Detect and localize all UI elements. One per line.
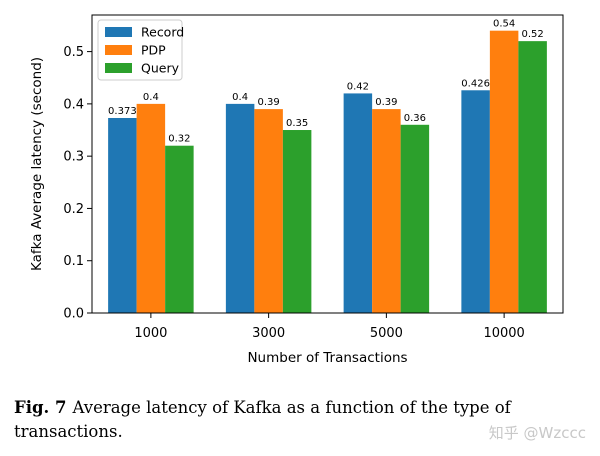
y-tick-label: 0.0 — [63, 307, 84, 322]
x-tick-label: 5000 — [370, 326, 403, 341]
legend-label-record: Record — [141, 25, 184, 40]
bar-pdp-3000 — [254, 109, 283, 314]
data-label-pdp-5000: 0.39 — [375, 97, 397, 108]
data-label-query-5000: 0.36 — [404, 113, 426, 124]
bar-query-1000 — [165, 145, 194, 313]
bar-pdp-1000 — [136, 103, 166, 313]
bar-record-3000 — [225, 103, 255, 313]
bar-pdp-5000 — [372, 109, 401, 314]
caption-text: Average latency of Kafka as a function o… — [14, 398, 511, 441]
legend: Record PDP Query — [97, 19, 184, 81]
y-axis-ticks: 0.0 0.1 0.2 0.3 0.4 0.5 — [63, 45, 92, 322]
x-tick-label: 3000 — [252, 326, 285, 341]
x-axis-ticks: 1000 3000 5000 10000 — [134, 313, 525, 341]
data-label-record-1000: 0.373 — [108, 106, 137, 117]
caption-number: Fig. 7 — [14, 398, 67, 417]
x-tick-label: 1000 — [134, 326, 167, 341]
y-tick-label: 0.3 — [63, 150, 84, 165]
figure-caption: Fig. 7 Average latency of Kafka as a func… — [14, 396, 590, 444]
data-label-pdp-10000: 0.54 — [493, 19, 515, 30]
data-label-query-1000: 0.32 — [168, 134, 190, 145]
legend-swatch-record — [105, 27, 132, 37]
data-label-record-3000: 0.4 — [232, 92, 248, 103]
data-label-pdp-3000: 0.39 — [257, 97, 279, 108]
x-axis-label: Number of Transactions — [247, 350, 407, 366]
y-tick-label: 0.4 — [63, 97, 84, 112]
data-label-pdp-1000: 0.4 — [143, 92, 159, 103]
bar-query-5000 — [400, 124, 430, 313]
bar-record-1000 — [108, 117, 137, 313]
bars-layer — [108, 30, 547, 314]
legend-swatch-pdp — [105, 45, 132, 55]
bar-record-5000 — [343, 93, 373, 313]
legend-swatch-query — [105, 63, 132, 73]
bar-query-10000 — [518, 41, 547, 313]
data-labels-layer: 0.373 0.4 0.42 0.426 0.4 0.39 0.39 0.54 0.32 0.35… — [108, 19, 544, 145]
y-tick-label: 0.2 — [63, 202, 84, 217]
data-label-record-10000: 0.426 — [461, 78, 490, 89]
x-tick-label: 10000 — [483, 326, 524, 341]
data-label-query-10000: 0.52 — [521, 29, 543, 40]
watermark: 知乎 @Wzccc — [488, 424, 586, 442]
y-axis-label: Kafka Average latency (second) — [29, 57, 45, 271]
plot-frame — [91, 14, 564, 314]
bar-record-10000 — [461, 90, 490, 313]
data-label-query-3000: 0.35 — [286, 118, 308, 129]
bar-pdp-10000 — [489, 30, 519, 314]
legend-label-pdp: PDP — [141, 43, 166, 58]
legend-label-query: Query — [141, 61, 180, 76]
y-tick-label: 0.5 — [63, 45, 84, 60]
bar-query-3000 — [282, 130, 312, 313]
data-label-record-5000: 0.42 — [347, 81, 369, 92]
y-tick-label: 0.1 — [63, 254, 84, 269]
